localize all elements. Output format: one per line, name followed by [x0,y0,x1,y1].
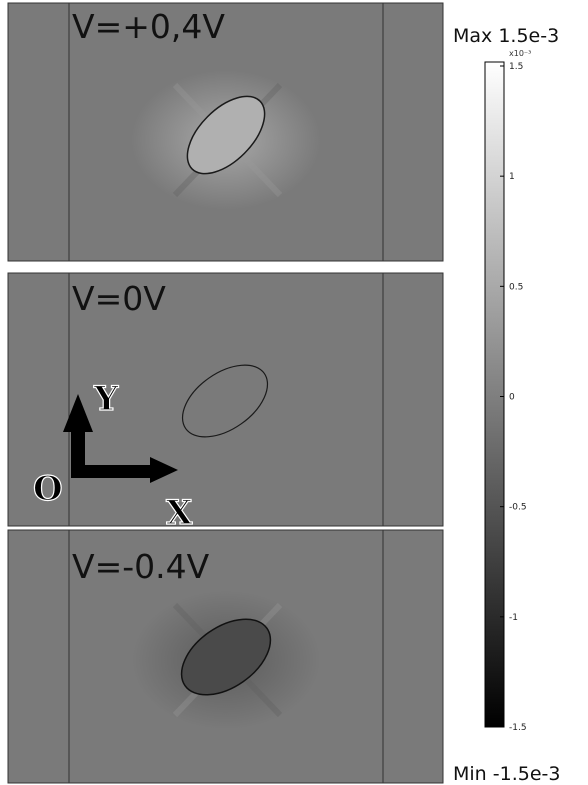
colorbar-gradient [484,61,505,728]
colorbar-tick-label: 1.5 [509,62,523,72]
panel-top: V=+0,4V [7,2,444,262]
panel-label-middle: V=0V [72,279,166,318]
x-axis-label: X [166,493,193,533]
panel-label-top: V=+0,4V [72,7,225,46]
colorbar-tick-label: -1 [509,613,518,623]
colorbar-max-label: Max 1.5e-3 [453,25,559,47]
colorbar-tick-label: 1 [509,172,515,182]
panel-label-bottom: V=-0.4V [72,547,210,586]
colorbar-tick-label: 0.5 [509,282,523,292]
inclusion-dark [180,618,272,696]
colorbar: Max 1.5e-3 x10⁻³ 1.5 1 0.5 0 -0.5 -1 -1.5 Min … [453,25,560,785]
origin-label: O [33,469,63,509]
axes-arrows [63,394,178,483]
inclusion-bright [186,95,266,175]
colorbar-exponent: x10⁻³ [509,49,531,58]
panel-middle: V=0V Y X O [7,272,444,534]
y-axis-label: Y [93,379,119,419]
colorbar-ticks: 1.5 1 0.5 0 -0.5 -1 -1.5 [500,62,527,733]
colorbar-tick-label: 0 [509,393,515,403]
panel-bottom: V=-0.4V [7,529,444,784]
axes-indicator: Y X O [32,378,193,533]
colorbar-min-label: Min -1.5e-3 [453,763,560,785]
colorbar-tick-label: -0.5 [509,503,527,513]
panel-background [7,272,444,527]
colorbar-tick-label: -1.5 [509,723,527,733]
inclusion-outline [181,364,269,438]
